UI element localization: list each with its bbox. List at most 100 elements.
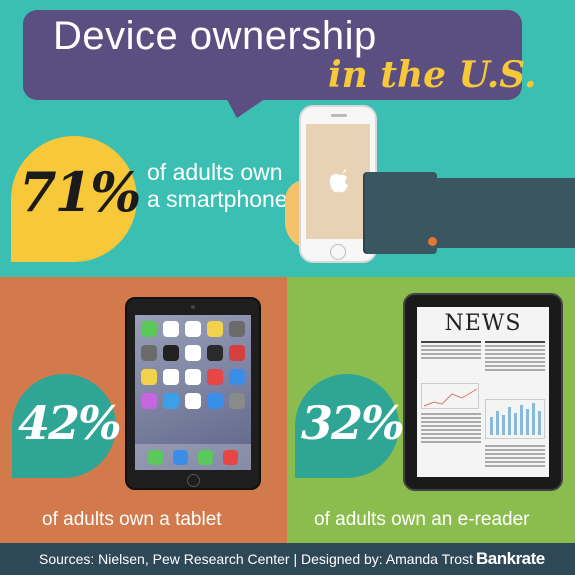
text-line [485,341,545,343]
app-icon [141,321,157,337]
text-line [421,437,481,439]
text-line [421,341,481,343]
text-line [421,353,481,355]
smartphone-stat-bubble: 71% [11,136,141,262]
chart-bar [490,417,493,435]
app-icon [185,369,201,385]
chart-bar [502,415,505,435]
text-line [421,425,481,427]
ereader-screen: NEWS [417,307,549,477]
news-column-left [421,341,481,361]
ereader-stat-bubble: 32% [295,374,405,478]
chart-bar [514,413,517,435]
apple-logo-icon [329,169,348,193]
news-bar-chart [485,399,545,439]
tablet-percent: 42% [18,396,122,450]
text-line [485,345,545,347]
text-line [421,349,481,351]
tablet-section: 42% of adults own a tablet [0,277,287,543]
dock-icon [198,449,213,465]
news-column-left-lower [421,413,481,445]
dock-icon [173,449,188,465]
text-line [485,369,545,371]
smartphone-percent: 71% [19,160,141,224]
app-icon [185,393,201,409]
smartphone-desc-line-1: of adults own [147,159,283,185]
phone-screen [306,124,370,239]
dock-icon [148,449,163,465]
text-line [485,365,545,367]
text-line [485,461,545,463]
text-line [485,457,545,459]
text-line [421,433,481,435]
ereader-percent: 32% [301,396,405,450]
app-icon [185,345,201,361]
smartphone-section: Device ownership in the U.S. 71% of adul… [0,0,575,277]
app-icon [141,345,157,361]
news-column-right-lower [485,445,545,469]
chart-bar [538,411,541,435]
line-graph-icon [423,388,478,407]
app-icon [229,393,245,409]
bankrate-logo: Bankrate [476,549,545,568]
text-line [485,357,545,359]
title-line-2: in the U.S. [328,54,537,96]
text-line [485,453,545,455]
app-icon [229,345,245,361]
text-line [485,465,545,467]
smartphone-desc-line-2: a smartphone [147,186,288,212]
app-icon [163,369,179,385]
phone-home-button [330,244,346,260]
news-headline: NEWS [444,311,522,336]
tablet-screen [135,315,251,470]
app-icon [207,393,223,409]
news-column-right [485,341,545,373]
tablet-description: of adults own a tablet [42,509,222,530]
footer: Sources: Nielsen, Pew Research Center | … [0,543,575,575]
text-line [485,445,545,447]
text-line [421,441,481,443]
app-icon [163,393,179,409]
ereader-section: NEWS [287,277,575,543]
tablet-dock [135,444,251,470]
app-icon [163,345,179,361]
tablet-home-button [187,474,200,487]
chart-bar [532,403,535,435]
tablet-camera [191,305,195,309]
app-icon [207,369,223,385]
app-icon [141,369,157,385]
smartphone-description: of adults own a smartphone [147,159,288,213]
chart-bar [496,411,499,435]
text-line [421,429,481,431]
app-icon [141,393,157,409]
phone-speaker [331,114,347,117]
title-line-1: Device ownership [53,14,377,58]
text-line [421,357,481,359]
tablet-illustration [125,297,261,490]
tablet-stat-bubble: 42% [12,374,122,478]
app-icon [207,321,223,337]
ereader-illustration: NEWS [403,293,563,491]
news-line-graph [421,383,479,409]
app-icon [229,321,245,337]
chart-bar [526,409,529,435]
text-line [421,413,481,415]
text-line [421,345,481,347]
ereader-description: of adults own an e-reader [314,509,530,530]
text-line [421,417,481,419]
text-line [421,421,481,423]
app-icon-grid [141,321,245,409]
text-line [485,349,545,351]
dock-icon [223,449,238,465]
title-bubble [23,10,522,100]
text-line [485,361,545,363]
cufflink [428,237,437,246]
app-icon [163,321,179,337]
title-bubble-tail [214,96,270,118]
chart-bar [508,407,511,435]
text-line [485,449,545,451]
text-line [485,353,545,355]
shirt-cuff [363,172,437,254]
app-icon [185,321,201,337]
